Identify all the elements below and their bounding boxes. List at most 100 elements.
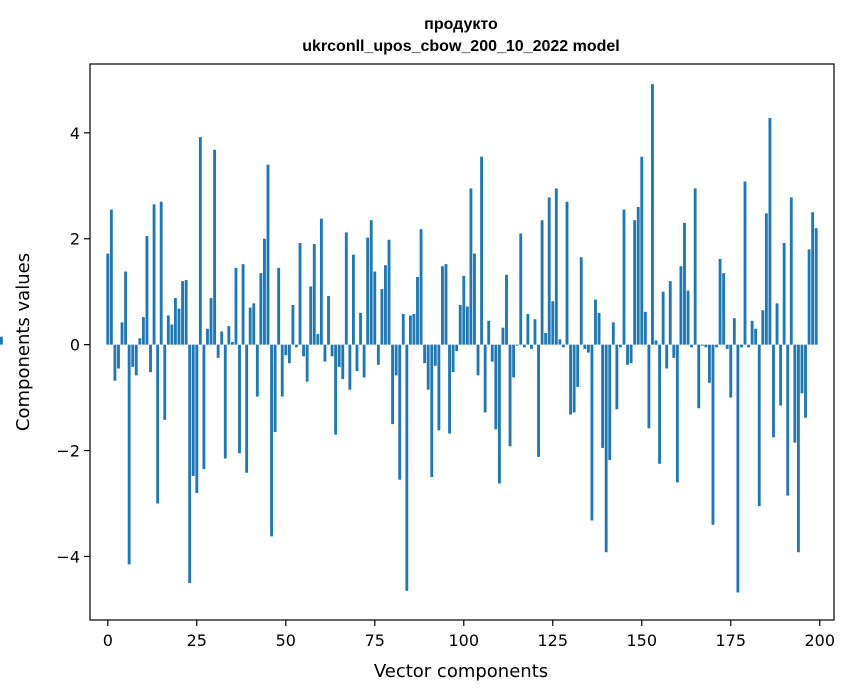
bar	[544, 333, 548, 345]
bar	[473, 253, 476, 345]
bar	[462, 275, 466, 345]
bar	[597, 312, 601, 345]
bar	[512, 344, 516, 378]
bar	[554, 188, 558, 345]
bar	[238, 344, 241, 454]
bar	[391, 344, 395, 425]
bar	[159, 201, 163, 345]
bar	[412, 313, 416, 345]
bar	[295, 344, 298, 348]
x-tick-label: 150	[626, 631, 657, 650]
bar	[352, 254, 355, 345]
bar	[565, 201, 569, 345]
bar	[601, 344, 605, 448]
bar	[209, 298, 213, 345]
bar	[519, 233, 523, 345]
bar	[305, 344, 309, 382]
bar	[184, 280, 188, 345]
bar	[458, 304, 462, 345]
bar	[0, 336, 3, 345]
bar	[711, 344, 715, 525]
bar	[697, 344, 701, 409]
bar	[800, 344, 804, 394]
bar	[722, 273, 726, 345]
bar	[732, 318, 736, 345]
bar	[341, 344, 345, 380]
bar	[786, 344, 790, 496]
bar	[562, 344, 565, 348]
bar	[594, 299, 597, 345]
bar	[287, 344, 291, 364]
bar	[497, 344, 501, 484]
bar	[608, 344, 612, 461]
bar	[277, 267, 281, 345]
y-tick-label: 4	[70, 124, 80, 143]
bar	[672, 344, 676, 358]
bar	[686, 290, 690, 345]
bar	[298, 242, 302, 345]
bar	[768, 118, 772, 345]
y-tick-label: −4	[56, 547, 80, 566]
bar	[772, 344, 775, 438]
bar	[540, 220, 544, 345]
bar	[163, 344, 167, 420]
bar	[327, 295, 330, 345]
bar	[376, 344, 380, 365]
y-axis-ticks: −4 −2 0 2 4	[56, 124, 90, 566]
bar	[547, 197, 551, 345]
bar	[761, 310, 765, 345]
y-tick-label: 2	[70, 230, 80, 249]
bar	[743, 181, 747, 345]
bar	[640, 156, 644, 345]
bar	[433, 344, 437, 366]
bar	[120, 322, 124, 345]
bar	[230, 342, 234, 345]
bar	[141, 317, 145, 345]
bar	[647, 344, 651, 429]
bar	[216, 344, 220, 358]
bar	[441, 266, 444, 345]
bar	[483, 344, 487, 413]
bar	[725, 344, 729, 349]
bar	[654, 340, 658, 345]
bar	[337, 344, 341, 367]
y-axis-label: Components values	[13, 253, 34, 431]
bar	[515, 344, 519, 346]
bar	[572, 344, 576, 413]
bar	[131, 344, 135, 367]
plot-frame	[89, 63, 835, 621]
bar	[348, 344, 352, 390]
bar	[750, 320, 754, 345]
bar	[814, 228, 818, 345]
bar	[579, 257, 583, 345]
y-tick-label: −2	[56, 442, 80, 461]
bar	[487, 320, 491, 345]
bar	[273, 344, 277, 433]
bar	[255, 344, 259, 397]
bar	[529, 344, 533, 349]
bar	[779, 344, 783, 406]
bar	[213, 149, 217, 345]
bar	[622, 209, 626, 345]
chart-title-line-1: продукто	[424, 16, 498, 33]
bar	[494, 344, 498, 430]
bar	[615, 344, 619, 410]
bar	[344, 232, 348, 345]
bar	[811, 212, 815, 345]
bar	[651, 84, 654, 345]
bar	[291, 304, 295, 345]
bar	[804, 344, 807, 418]
bar	[451, 344, 455, 373]
bar	[423, 344, 427, 364]
bar	[658, 344, 661, 464]
bar	[715, 344, 718, 348]
bar	[319, 218, 323, 345]
bar	[387, 239, 391, 345]
bar	[665, 344, 669, 369]
bar	[134, 344, 138, 376]
bar-series	[0, 84, 818, 593]
bar	[309, 286, 313, 345]
bar	[537, 344, 540, 457]
bar	[109, 209, 113, 345]
bar	[188, 344, 192, 583]
